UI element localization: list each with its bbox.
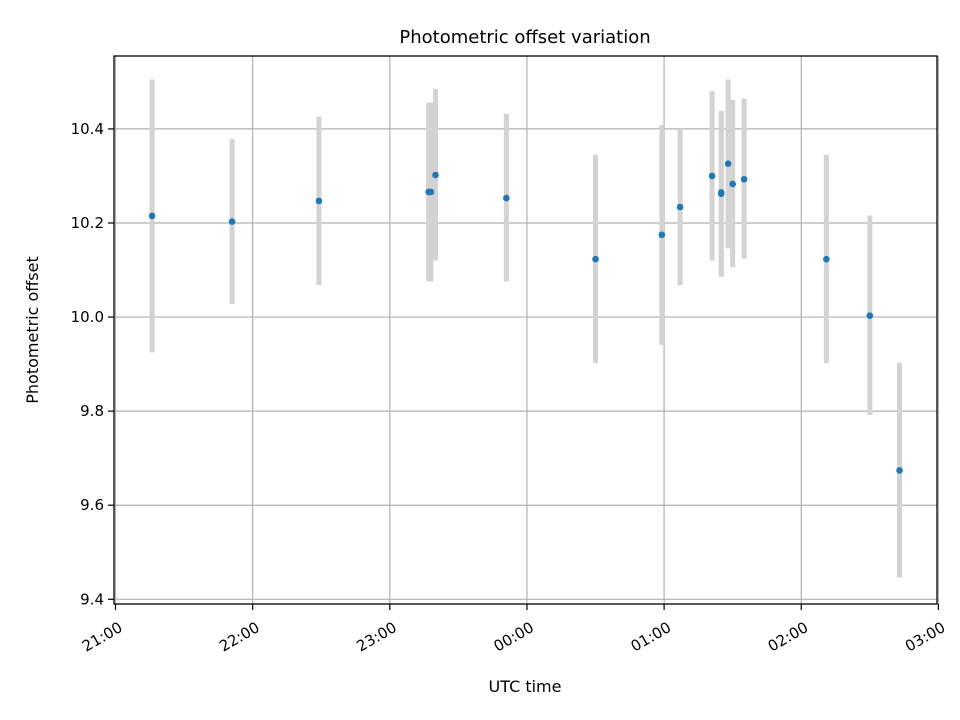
data-point xyxy=(432,171,439,179)
data-points xyxy=(148,160,903,474)
data-point xyxy=(724,160,732,168)
y-tick-label: 9.8 xyxy=(80,402,104,420)
y-tick-label: 10.4 xyxy=(71,120,104,138)
data-point xyxy=(740,175,748,183)
chart-title: Photometric offset variation xyxy=(399,27,650,48)
y-tick-label: 10.0 xyxy=(71,308,104,326)
y-axis-title: Photometric offset xyxy=(23,256,42,404)
data-point xyxy=(823,255,830,263)
y-tick-label: 9.4 xyxy=(80,590,104,608)
y-tick-label: 10.2 xyxy=(71,214,104,232)
data-point xyxy=(592,255,599,263)
data-point xyxy=(427,188,435,196)
data-point xyxy=(717,189,725,196)
plot-frame xyxy=(113,55,938,605)
data-point xyxy=(228,218,236,225)
data-point xyxy=(658,231,666,239)
data-point xyxy=(866,312,874,319)
y-tick-label: 9.6 xyxy=(80,496,104,514)
data-point xyxy=(315,197,323,205)
data-point xyxy=(708,172,716,180)
data-point xyxy=(148,212,156,220)
y-axis-ticks: 9.4 9.6 9.8 10.0 10.2 10.4 xyxy=(71,120,114,608)
data-point xyxy=(503,194,510,202)
data-point xyxy=(729,180,736,188)
x-axis-title: UTC time xyxy=(489,677,562,696)
data-point xyxy=(676,203,684,211)
data-point xyxy=(896,467,903,474)
